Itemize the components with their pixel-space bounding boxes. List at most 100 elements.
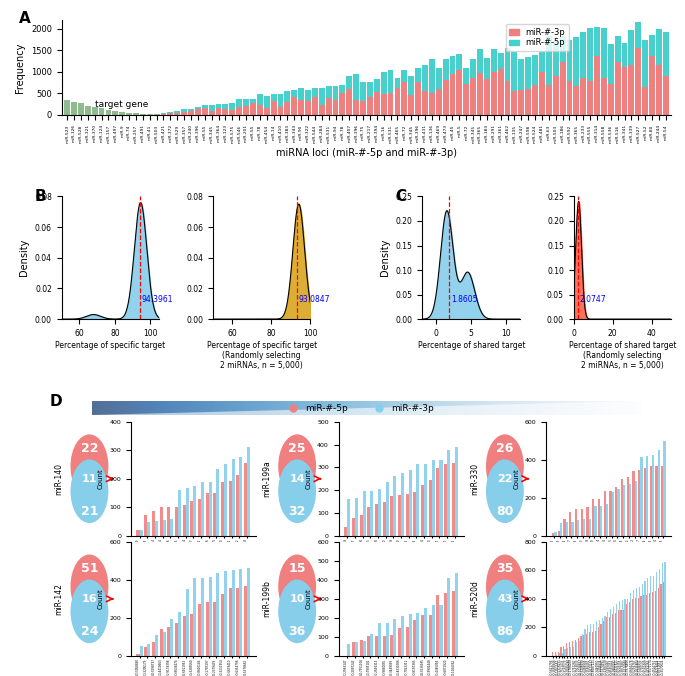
Bar	[229, 481, 232, 535]
Bar	[178, 612, 181, 656]
Bar	[413, 492, 416, 535]
Text: 15: 15	[288, 562, 306, 575]
Bar	[408, 76, 414, 95]
Text: 32: 32	[288, 505, 306, 518]
Bar	[525, 89, 531, 115]
Bar	[577, 521, 580, 535]
Bar	[597, 627, 599, 656]
Text: 80: 80	[496, 505, 514, 518]
Bar	[422, 65, 428, 91]
Bar	[362, 641, 366, 656]
Bar	[236, 587, 239, 656]
Text: C: C	[395, 189, 406, 204]
Bar	[606, 617, 608, 656]
Bar	[360, 101, 366, 115]
Bar	[463, 68, 469, 84]
Bar	[619, 601, 620, 656]
Bar	[422, 91, 428, 115]
Bar	[206, 602, 209, 656]
Bar	[563, 519, 566, 535]
X-axis label: miRNA loci (miR-#-5p and miR-#-3p): miRNA loci (miR-#-5p and miR-#-3p)	[276, 149, 457, 158]
Bar	[415, 68, 421, 82]
Bar	[224, 571, 227, 656]
Bar	[229, 110, 235, 115]
Bar	[398, 628, 401, 656]
X-axis label: Percentage of specific target: Percentage of specific target	[55, 341, 166, 349]
Text: 11: 11	[82, 474, 97, 484]
Bar	[229, 103, 235, 110]
Bar	[635, 598, 636, 656]
Bar	[643, 40, 648, 87]
Bar	[612, 614, 613, 656]
Text: 2.0747: 2.0747	[580, 295, 606, 304]
Bar	[182, 109, 187, 112]
Bar	[375, 635, 378, 656]
Ellipse shape	[486, 554, 524, 618]
Bar	[623, 485, 625, 535]
Bar	[560, 648, 562, 656]
Bar	[378, 623, 381, 656]
Bar	[344, 527, 347, 535]
Bar	[136, 530, 140, 535]
Bar	[627, 598, 628, 656]
Bar	[236, 107, 242, 115]
Bar	[594, 55, 600, 115]
Bar	[367, 97, 373, 115]
Bar	[355, 642, 358, 656]
Bar	[580, 636, 582, 656]
Bar	[632, 471, 634, 535]
Bar	[367, 507, 371, 535]
Bar	[653, 575, 654, 656]
Bar	[440, 460, 443, 535]
Ellipse shape	[278, 435, 316, 498]
Bar	[588, 518, 591, 535]
Bar	[630, 593, 632, 656]
Bar	[421, 485, 424, 535]
Bar	[298, 89, 304, 100]
Bar	[305, 101, 311, 115]
Bar	[662, 562, 663, 656]
Bar	[626, 604, 627, 656]
Y-axis label: Count: Count	[513, 589, 519, 609]
Bar	[147, 522, 150, 535]
Text: 22: 22	[81, 441, 98, 454]
Bar	[566, 40, 573, 80]
Bar	[455, 447, 458, 535]
Bar	[623, 610, 625, 656]
Bar	[451, 464, 455, 535]
Bar	[347, 76, 352, 89]
Bar	[395, 89, 400, 115]
Text: miR-#-3p: miR-#-3p	[391, 404, 434, 412]
Bar	[223, 103, 228, 110]
Bar	[195, 107, 201, 109]
Bar	[628, 65, 634, 115]
Bar	[160, 629, 162, 656]
Bar	[577, 637, 579, 656]
Bar	[393, 619, 397, 656]
Bar	[182, 617, 186, 656]
Bar	[456, 54, 462, 70]
Bar	[284, 101, 290, 115]
Bar	[590, 625, 591, 656]
Bar	[264, 108, 270, 115]
Bar	[440, 605, 443, 656]
Bar	[566, 643, 567, 656]
Bar	[614, 613, 616, 656]
Bar	[444, 593, 447, 656]
Bar	[470, 78, 476, 115]
Bar	[627, 477, 629, 535]
Bar	[374, 92, 379, 115]
Bar	[589, 632, 590, 656]
Bar	[144, 647, 147, 656]
Bar	[239, 569, 242, 656]
Bar	[140, 529, 142, 535]
Bar	[436, 468, 440, 535]
Text: A: A	[19, 11, 31, 26]
Bar	[319, 105, 325, 115]
Bar	[663, 76, 669, 115]
Bar	[563, 646, 564, 656]
Bar	[401, 617, 404, 656]
Bar	[447, 450, 450, 535]
Bar	[601, 618, 603, 656]
Bar	[155, 521, 158, 535]
